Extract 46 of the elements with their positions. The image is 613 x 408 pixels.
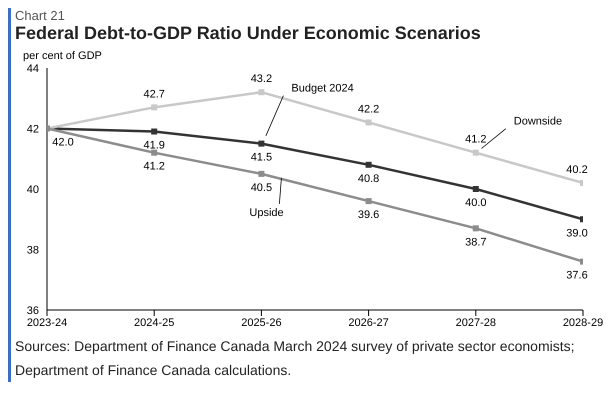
x-tick-label: 2024-25 (134, 316, 174, 329)
y-tick-label: 40 (26, 184, 39, 196)
x-tick-label: 2025-26 (241, 316, 282, 329)
data-label: 40.2 (566, 164, 588, 176)
y-tick-label: 36 (26, 304, 39, 317)
data-label: 40.0 (465, 197, 487, 209)
point (472, 225, 479, 232)
point (151, 128, 158, 135)
chart-subtitle: Chart 21 (15, 8, 66, 23)
y-axis-title: per cent of GDP (23, 50, 103, 62)
data-label: 39.0 (566, 227, 588, 240)
y-tick-label: 44 (26, 62, 39, 75)
text: Upside (249, 206, 284, 219)
data-label: 37.6 (566, 270, 588, 282)
y-tick-label: 38 (26, 244, 39, 256)
data-label: 43.2 (250, 73, 272, 86)
data-label: 42.7 (143, 88, 165, 100)
x-tick-label: 2026-27 (348, 316, 389, 329)
source-note: Sources: Department of Finance Canada March 2024 survey of private sector economists; Department of Finance Canada calculations. (15, 337, 576, 380)
point (366, 162, 372, 168)
data-label: 41.2 (143, 160, 165, 173)
data-label: 40.5 (250, 182, 272, 194)
point (258, 89, 264, 96)
point (151, 104, 158, 110)
data-label: 41.2 (465, 134, 487, 146)
data-label: 42.2 (358, 103, 380, 116)
point (472, 150, 479, 156)
x-tick-label: 2028-29 (562, 316, 604, 329)
text: Downside (514, 116, 562, 128)
point (151, 150, 158, 156)
point (366, 119, 372, 126)
x-tick-label: 2023-24 (26, 316, 68, 329)
y-tick-label: 42 (26, 123, 39, 136)
point (472, 186, 479, 192)
point (258, 170, 264, 177)
data-label: 41.9 (143, 140, 165, 152)
data-label: 39.6 (358, 209, 380, 222)
point (258, 140, 264, 147)
x-tick-label: 2027-28 (456, 316, 496, 329)
data-label: 40.8 (358, 172, 380, 185)
data-label: 42.0 (52, 136, 74, 148)
data-label: 38.7 (465, 236, 487, 248)
point (366, 198, 372, 204)
data-label: 41.5 (250, 152, 272, 164)
chart-title: Federal Debt-to-GDP Ratio Under Economic Scenarios (15, 23, 482, 44)
text: Budget 2024 (291, 82, 354, 95)
